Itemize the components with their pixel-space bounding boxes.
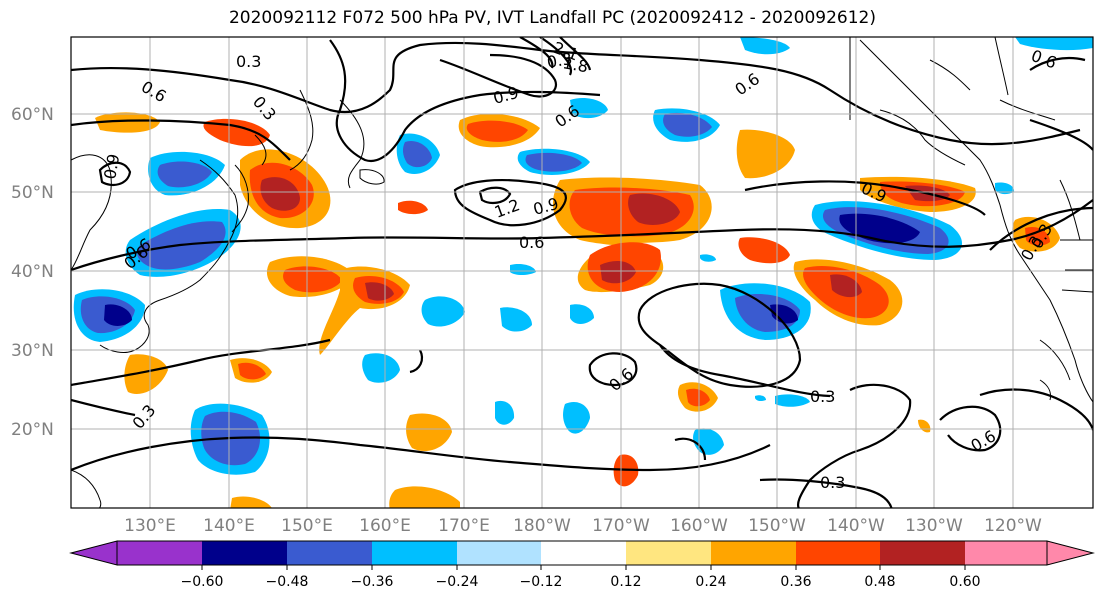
colorbar-tick-label: 0.60	[949, 574, 980, 590]
contour-label: 0.3	[545, 49, 573, 72]
colorbar-extend-high	[1046, 540, 1095, 566]
colorbar-tick-label: −0.48	[266, 574, 309, 590]
longitude-labels: 130°E 140°E 150°E 160°E 170°E 180°W 170°…	[124, 516, 1042, 536]
lon-label: 160°W	[670, 516, 728, 536]
contour-label: 0.9	[100, 152, 123, 180]
colorbar-segment	[202, 541, 287, 565]
contour-label: 0.3	[820, 473, 845, 492]
lat-label: 60°N	[11, 105, 54, 125]
lat-label: 20°N	[11, 420, 54, 440]
colorbar-tick-label: −0.12	[520, 574, 563, 590]
colorbar-tick-label: 0.24	[695, 574, 726, 590]
contour-label: 0.3	[236, 52, 261, 71]
latitude-labels: 60°N 50°N 40°N 30°N 20°N	[11, 105, 54, 440]
colorbar-segment	[711, 541, 796, 565]
lat-label: 40°N	[11, 262, 54, 282]
lon-label: 120°W	[984, 516, 1042, 536]
colorbar-segment	[796, 541, 880, 565]
colorbar-segment	[965, 541, 1047, 565]
colorbar-tick-label: 0.36	[780, 574, 811, 590]
colorbar-segment	[117, 541, 202, 565]
lon-label: 140°E	[203, 516, 255, 536]
colorbar-segment	[457, 541, 541, 565]
lon-label: 180°W	[513, 516, 571, 536]
lat-label: 30°N	[11, 341, 54, 361]
contour-label: 1.8	[561, 53, 589, 76]
lon-label: 170°E	[438, 516, 490, 536]
contour-lines	[71, 37, 1093, 508]
colorbar-extend-low	[69, 540, 118, 566]
colorbar-segment	[626, 541, 711, 565]
contour-label: 0.6	[519, 233, 544, 252]
lon-label: 140°W	[827, 516, 885, 536]
contour-label: 0.3	[810, 387, 835, 406]
colorbar-tick-label: 0.48	[864, 574, 895, 590]
colorbar-tick-label: −0.60	[181, 574, 224, 590]
colorbar-segment	[880, 541, 965, 565]
gridlines	[71, 37, 1093, 508]
colorbar: −0.60 −0.48 −0.36 −0.24 −0.12 0.12 0.24 …	[69, 540, 1095, 590]
lon-label: 150°E	[281, 516, 333, 536]
positive-anomaly-region	[95, 112, 1060, 508]
colorbar-tick-label: 0.12	[610, 574, 641, 590]
lat-label: 50°N	[11, 183, 54, 203]
lon-label: 160°E	[359, 516, 411, 536]
lon-label: 130°E	[124, 516, 176, 536]
colorbar-segment	[287, 541, 372, 565]
shaded-anomaly-field	[73, 37, 1093, 508]
colorbar-segment	[541, 541, 626, 565]
colorbar-tick-label: −0.36	[351, 574, 394, 590]
lon-label: 150°W	[748, 516, 806, 536]
colorbar-tick-label: −0.24	[436, 574, 479, 590]
lon-label: 170°W	[592, 516, 650, 536]
lon-label: 130°W	[905, 516, 963, 536]
map-frame	[70, 36, 1094, 509]
map-title: 2020092112 F072 500 hPa PV, IVT Landfall…	[228, 8, 876, 28]
colorbar-segment	[372, 541, 457, 565]
